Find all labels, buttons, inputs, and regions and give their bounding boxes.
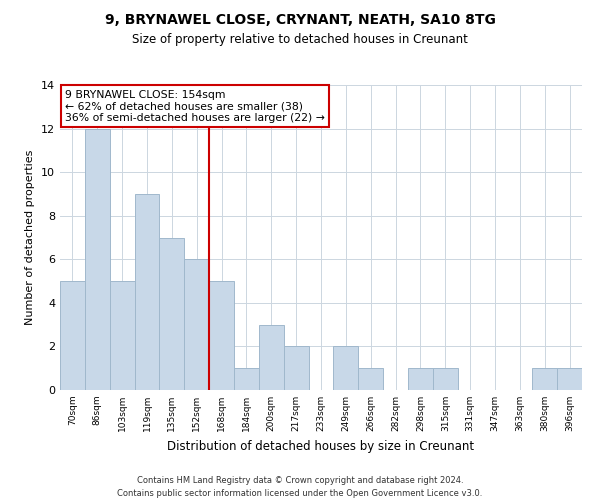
Bar: [209, 281, 234, 390]
Bar: [259, 324, 284, 390]
Bar: [134, 194, 160, 390]
Bar: [234, 368, 259, 390]
Text: 9, BRYNAWEL CLOSE, CRYNANT, NEATH, SA10 8TG: 9, BRYNAWEL CLOSE, CRYNANT, NEATH, SA10 …: [104, 12, 496, 26]
Bar: [60, 281, 85, 390]
Text: Contains HM Land Registry data © Crown copyright and database right 2024.
Contai: Contains HM Land Registry data © Crown c…: [118, 476, 482, 498]
X-axis label: Distribution of detached houses by size in Creunant: Distribution of detached houses by size …: [167, 440, 475, 452]
Bar: [557, 368, 582, 390]
Text: 9 BRYNAWEL CLOSE: 154sqm
← 62% of detached houses are smaller (38)
36% of semi-d: 9 BRYNAWEL CLOSE: 154sqm ← 62% of detach…: [65, 90, 325, 123]
Bar: [184, 260, 209, 390]
Bar: [408, 368, 433, 390]
Bar: [433, 368, 458, 390]
Bar: [532, 368, 557, 390]
Bar: [284, 346, 308, 390]
Bar: [85, 128, 110, 390]
Bar: [160, 238, 184, 390]
Bar: [358, 368, 383, 390]
Bar: [334, 346, 358, 390]
Bar: [110, 281, 134, 390]
Text: Size of property relative to detached houses in Creunant: Size of property relative to detached ho…: [132, 32, 468, 46]
Y-axis label: Number of detached properties: Number of detached properties: [25, 150, 35, 325]
